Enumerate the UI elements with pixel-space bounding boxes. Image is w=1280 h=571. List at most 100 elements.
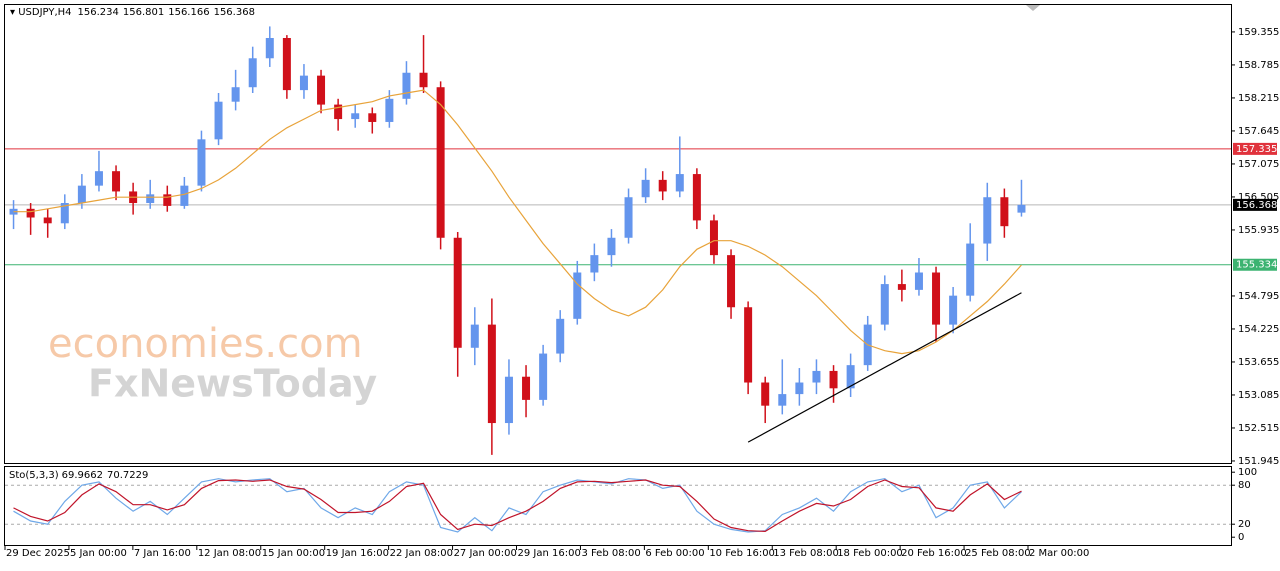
candle-body (214, 101, 223, 140)
y-tick-label: 158.215 (1238, 93, 1279, 104)
candle-body (248, 58, 257, 88)
stoch-k-last: 69.9662 (62, 470, 103, 481)
last-low: 156.166 (168, 7, 209, 18)
x-tick-label: 27 Jan 00:00 (454, 548, 517, 559)
y-tick-label: 158.785 (1238, 60, 1279, 71)
candle-body (846, 365, 855, 389)
candle-body (778, 394, 787, 406)
x-tick-label: 13 Feb 08:00 (773, 548, 839, 559)
candle-body (77, 185, 86, 204)
candle-body (197, 139, 206, 186)
y-tick-label: 154.795 (1238, 291, 1279, 302)
candle-body (624, 197, 633, 238)
candle-body (470, 324, 479, 348)
y-tick-label: 157.075 (1238, 159, 1279, 170)
shift-marker (1026, 5, 1040, 11)
candle-body (351, 113, 360, 120)
x-tick-label: 29 Jan 16:00 (518, 548, 581, 559)
y-tick-label: 156.505 (1238, 192, 1279, 203)
candle-body (419, 72, 428, 88)
x-tick-label: 2 Mar 00:00 (1029, 548, 1089, 559)
last-close: 156.368 (214, 7, 255, 18)
price-level-label: 157.335 (1236, 144, 1277, 155)
moving-average (13, 89, 1022, 355)
x-tick-label: 19 Jan 16:00 (326, 548, 389, 559)
x-tick-label: 3 Feb 08:00 (581, 548, 640, 559)
candle-body (231, 87, 240, 102)
x-tick-label: 10 Feb 16:00 (709, 548, 775, 559)
price-level-tag (1233, 198, 1277, 211)
candle-body (112, 171, 121, 192)
x-tick-label: 18 Feb 00:00 (837, 548, 903, 559)
stoch-y-tick-label: 20 (1238, 519, 1251, 530)
y-tick-label: 157.645 (1238, 126, 1279, 137)
candle-body (385, 98, 394, 122)
candle-body (282, 38, 291, 91)
watermark: FxNewsToday (88, 362, 377, 406)
stoch-line (13, 478, 1022, 533)
candle-body (539, 353, 548, 400)
candle-body (504, 376, 513, 424)
candle-body (1000, 197, 1009, 227)
candle-body (932, 272, 941, 325)
candle-body (966, 243, 975, 296)
candle-body (829, 370, 838, 389)
y-tick-label: 159.355 (1238, 27, 1279, 38)
candle-body (983, 197, 992, 244)
x-tick-label: 25 Feb 08:00 (965, 548, 1031, 559)
candle-body (795, 382, 804, 395)
candle-body (658, 179, 667, 192)
y-tick-label: 153.085 (1238, 390, 1279, 401)
price-level-label: 155.334 (1236, 260, 1277, 271)
y-tick-label: 152.515 (1238, 423, 1279, 434)
price-level-tag (1233, 258, 1277, 271)
candle-body (368, 113, 377, 122)
price-level-tag (1233, 142, 1277, 155)
header-arrow: ▾ (10, 7, 18, 18)
candle-body (180, 185, 189, 206)
stoch-line (13, 479, 1022, 533)
candle-body (556, 318, 565, 354)
y-tick-label: 154.225 (1238, 324, 1279, 335)
last-open: 156.234 (78, 7, 119, 18)
candle-body (163, 194, 172, 206)
stoch-d-last: 70.7229 (107, 470, 148, 481)
candle-body (897, 284, 906, 290)
candle-body (265, 38, 274, 59)
candle-body (675, 174, 684, 192)
candle-body (317, 75, 326, 105)
y-tick-label: 153.655 (1238, 357, 1279, 368)
candle-body (692, 174, 701, 221)
candle-body (334, 104, 343, 120)
stoch-y-tick-label: 80 (1238, 480, 1251, 491)
candle-body (453, 237, 462, 348)
candle-body (299, 75, 308, 91)
stoch-header: Sto(5,3,3) 69.9662 70.7229 (9, 470, 148, 481)
candle-body (402, 72, 411, 99)
candle-body (60, 203, 69, 224)
candle-body (727, 255, 736, 308)
candle-body (761, 382, 770, 406)
last-high: 156.801 (123, 7, 164, 18)
x-tick-label: 12 Jan 08:00 (198, 548, 261, 559)
candle-body (436, 87, 445, 238)
candle-body (590, 255, 599, 273)
chart-header: ▾ USDJPY,H4 156.234 156.801 156.166 156.368 (10, 7, 255, 18)
candle-body (26, 208, 35, 218)
candle-body (94, 171, 103, 186)
stoch-y-tick-label: 0 (1238, 532, 1244, 543)
stoch-name: Sto(5,3,3) (9, 470, 59, 481)
x-tick-label: 29 Dec 2025 (6, 548, 70, 559)
candle-body (812, 370, 821, 383)
watermark: economies.com (48, 321, 363, 367)
x-tick-label: 5 Jan 00:00 (70, 548, 127, 559)
candle-body (607, 237, 616, 256)
y-tick-label: 155.935 (1238, 225, 1279, 236)
candle-body (522, 376, 531, 400)
symbol: USDJPY,H4 (18, 7, 71, 18)
y-tick-label: 151.945 (1238, 456, 1279, 467)
main-panel (4, 4, 1232, 464)
x-tick-label: 22 Jan 08:00 (390, 548, 453, 559)
